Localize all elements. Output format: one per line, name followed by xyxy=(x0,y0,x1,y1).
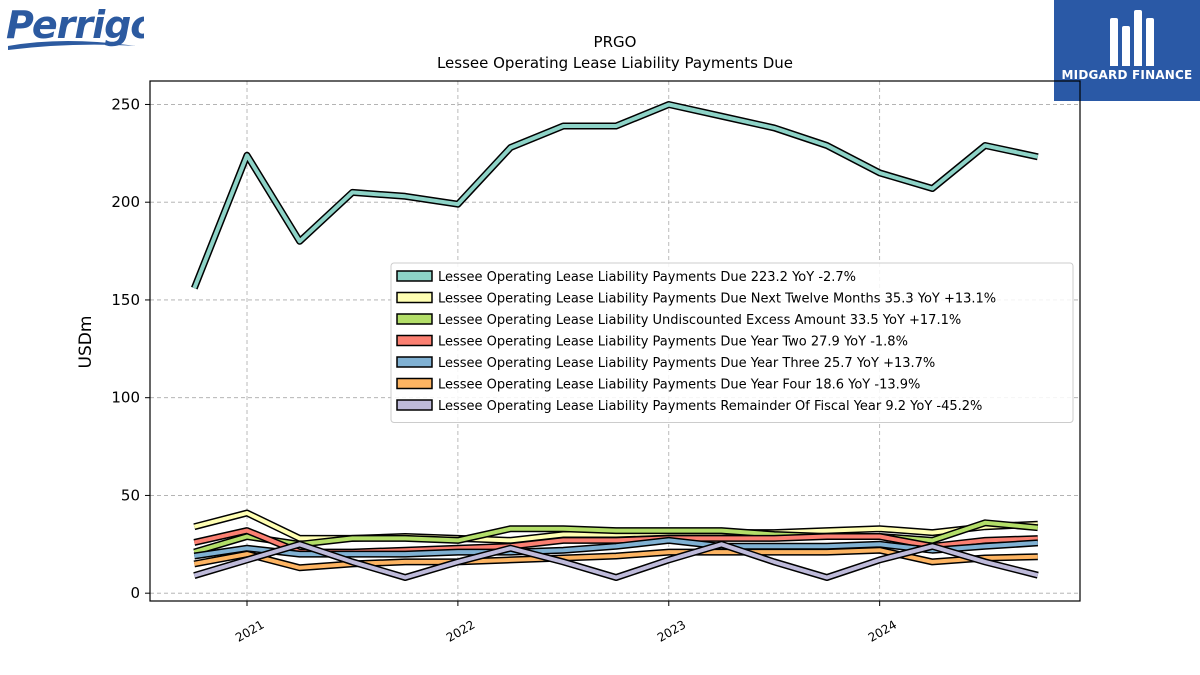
y-tick-label: 150 xyxy=(111,291,140,309)
perrigo-swoosh-icon xyxy=(8,41,136,50)
legend-item: Lessee Operating Lease Liability Payment… xyxy=(396,270,856,285)
y-tick-label: 50 xyxy=(121,486,140,504)
legend-item: Lessee Operating Lease Liability Payment… xyxy=(396,334,908,350)
legend-swatch xyxy=(396,334,433,347)
x-tick-label: 2024 xyxy=(866,617,899,644)
legend-swatch xyxy=(396,399,433,411)
midgard-monogram-icon xyxy=(1110,10,1154,66)
legend-item: Lessee Operating Lease Liability Payment… xyxy=(396,377,920,393)
legend-item: Lessee Operating Lease Liability Payment… xyxy=(396,291,996,307)
legend-swatch xyxy=(396,313,433,325)
series-6 xyxy=(193,540,1039,581)
legend-label: Lessee Operating Lease Liability Payment… xyxy=(438,270,856,285)
legend-box xyxy=(390,262,1074,423)
x-tick-label: 2023 xyxy=(655,617,688,644)
legend-swatch xyxy=(396,270,433,282)
plot-frame xyxy=(149,80,1081,602)
legend-label: Lessee Operating Lease Liability Payment… xyxy=(438,335,908,350)
y-tick-label: 250 xyxy=(111,95,140,113)
legend-label: Lessee Operating Lease Liability Payment… xyxy=(438,292,996,307)
chart-subtitle: Lessee Operating Lease Liability Payment… xyxy=(437,54,793,72)
series-0 xyxy=(191,101,1039,290)
perrigo-logo: Perrigo xyxy=(4,2,156,58)
series-line xyxy=(193,542,1039,580)
legend-item: Lessee Operating Lease Liability Payment… xyxy=(396,356,935,371)
midgard-logo-text: MIDGARD FINANCE xyxy=(1061,68,1193,82)
legend-item: Lessee Operating Lease Liability Payment… xyxy=(396,399,982,414)
y-tick-label: 200 xyxy=(111,193,140,211)
chart-title: PRGO xyxy=(594,33,637,51)
series-line-outline xyxy=(191,101,1039,290)
y-tick-label: 100 xyxy=(111,389,140,407)
perrigo-logo-text: Perrigo xyxy=(6,3,144,47)
legend-item: Lessee Operating Lease Liability Undisco… xyxy=(396,313,961,328)
legend-label: Lessee Operating Lease Liability Payment… xyxy=(438,378,920,393)
legend-swatch xyxy=(396,377,433,390)
legend-swatch xyxy=(396,291,433,304)
legend-label: Lessee Operating Lease Liability Undisco… xyxy=(438,313,961,328)
legend: Lessee Operating Lease Liability Payment… xyxy=(390,262,1074,423)
series-lines xyxy=(191,101,1039,581)
midgard-finance-logo: MIDGARD FINANCE xyxy=(1054,0,1200,101)
y-axis-label: USDm xyxy=(76,316,96,369)
x-tick-label: 2022 xyxy=(444,617,477,644)
y-ticks: 0 50 100 150 200 250 xyxy=(111,95,150,602)
x-ticks: 2021 2022 2023 2024 xyxy=(233,601,899,645)
series-line xyxy=(192,102,1039,289)
y-tick-label: 0 xyxy=(130,584,140,602)
x-tick-label: 2021 xyxy=(233,617,266,644)
legend-swatch xyxy=(396,356,433,368)
legend-label: Lessee Operating Lease Liability Payment… xyxy=(438,356,935,371)
legend-label: Lessee Operating Lease Liability Payment… xyxy=(438,399,982,414)
